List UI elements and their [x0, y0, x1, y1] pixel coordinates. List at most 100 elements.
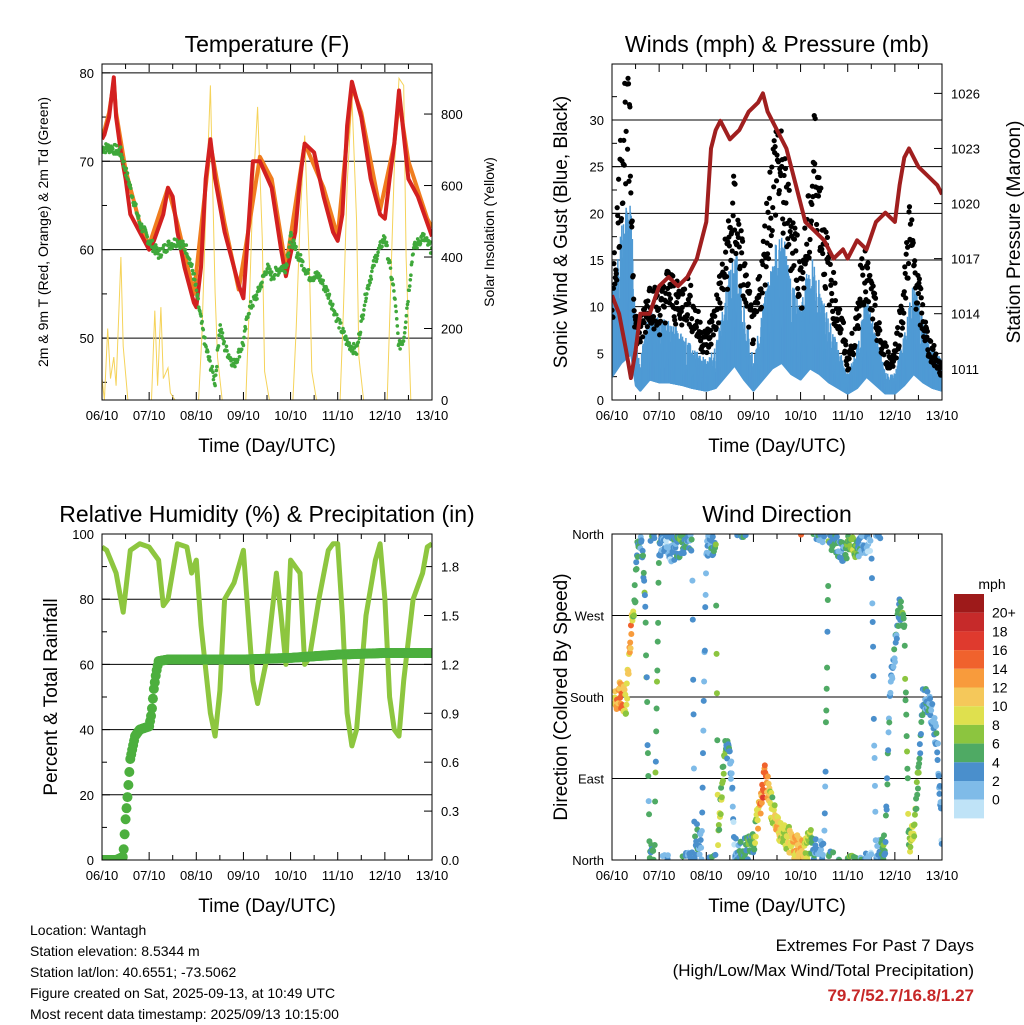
direction-point [911, 833, 918, 840]
y2-axis-label: Station Pressure (Maroon) [1004, 121, 1024, 344]
dewpoint-point [254, 293, 259, 297]
direction-point [936, 790, 942, 797]
gust-point [846, 366, 852, 372]
gust-point [832, 280, 838, 286]
direction-point [702, 604, 709, 611]
direction-point [726, 748, 733, 755]
x-axis-label: Time (Day/UTC) [198, 436, 336, 457]
dewpoint-point [216, 344, 221, 348]
direction-point [843, 555, 850, 562]
direction-point [823, 685, 830, 692]
direction-point [655, 619, 662, 626]
dewpoint-point [195, 292, 200, 297]
gust-point [933, 351, 939, 357]
direction-point [824, 628, 831, 635]
direction-point [699, 809, 706, 816]
gust-point [834, 317, 840, 324]
dewpoint-point [409, 273, 413, 278]
dewpoint-point [285, 263, 289, 268]
gust-point [771, 138, 777, 144]
direction-point [632, 598, 639, 605]
dewpoint-point [196, 296, 200, 301]
gust-point [913, 306, 919, 312]
gust-point [728, 257, 734, 263]
gust-point [897, 332, 904, 338]
gust-point [829, 290, 835, 297]
dewpoint-point [347, 341, 352, 345]
direction-point [719, 777, 726, 784]
direction-point [687, 854, 694, 860]
y2-tick-label: 0.0 [441, 853, 459, 868]
direction-point [914, 791, 921, 798]
dewpoint-point [375, 253, 380, 258]
direction-point [644, 750, 651, 757]
gust-point [748, 302, 754, 308]
direction-point [639, 547, 646, 554]
dewpoint-point [396, 331, 400, 336]
direction-point [716, 826, 723, 833]
direction-point [727, 775, 734, 782]
dewpoint-point [235, 357, 240, 362]
gust-point [766, 195, 773, 201]
y-tick-label: 30 [590, 113, 604, 128]
station-info: Location: Wantagh Station elevation: 8.5… [30, 920, 339, 1025]
dewpoint-point [267, 264, 271, 269]
direction-point [836, 856, 843, 860]
gust-point [870, 283, 876, 289]
direction-point [934, 756, 941, 763]
gust-point [824, 234, 831, 241]
dewpoint-point [362, 303, 367, 308]
dewpoint-point [237, 355, 242, 359]
gust-point [852, 343, 858, 349]
y2-tick-label: 1017 [951, 252, 980, 267]
gust-point [881, 352, 887, 358]
figure-created: Figure created on Sat, 2025-09-13, at 10… [30, 985, 336, 1001]
direction-point [688, 536, 695, 543]
direction-point [889, 675, 896, 682]
gust-point [795, 285, 801, 292]
gust-point [738, 228, 744, 234]
gust-point [876, 320, 882, 326]
chart-title: Wind Direction [702, 501, 852, 527]
direction-point [887, 689, 894, 696]
direction-point [822, 783, 829, 790]
gust-point [828, 277, 834, 283]
colorbar-swatch [954, 706, 984, 725]
gust-point [922, 319, 929, 325]
gust-point [613, 271, 619, 277]
direction-point [911, 811, 918, 818]
colorbar-label: 16 [992, 642, 1008, 658]
dewpoint-point [299, 263, 304, 268]
gust-point [723, 265, 729, 271]
gust-point [715, 320, 722, 326]
dewpoint-point [226, 353, 231, 357]
direction-point [693, 821, 700, 828]
gust-point [925, 347, 931, 353]
direction-point [654, 667, 661, 674]
direction-point [819, 539, 826, 546]
y-tick-label: West [575, 609, 605, 624]
x-tick-label: 08/10 [180, 868, 213, 883]
direction-point [935, 772, 942, 779]
x-tick-label: 06/10 [86, 408, 119, 423]
colorbar-label: 2 [992, 773, 1000, 789]
direction-point [904, 748, 911, 755]
dewpoint-point [199, 314, 203, 318]
gust-point [730, 200, 736, 206]
direction-point [697, 837, 704, 844]
gust-point [786, 187, 792, 193]
gust-point [736, 244, 742, 250]
direction-point [882, 839, 889, 846]
gust-point [764, 251, 771, 257]
direction-point [627, 645, 634, 652]
y2-tick-label: 1011 [951, 362, 979, 377]
direction-point [884, 775, 891, 782]
direction-point [870, 673, 877, 680]
dewpoint-point [356, 340, 361, 344]
dewpoint-point [388, 266, 393, 270]
gust-point [755, 300, 761, 306]
dewpoint-point [153, 243, 158, 247]
gust-point [865, 299, 872, 305]
gust-point [618, 215, 625, 222]
gust-point [767, 169, 773, 175]
